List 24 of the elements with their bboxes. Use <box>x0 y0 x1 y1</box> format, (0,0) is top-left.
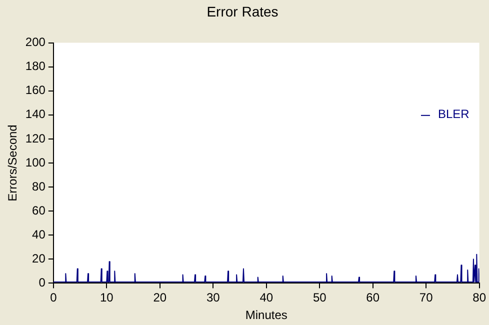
y-tick-label: 80 <box>32 179 46 194</box>
y-tick-label: 120 <box>25 131 46 146</box>
x-tick-label: 30 <box>206 290 220 305</box>
y-tick-label: 160 <box>25 83 46 98</box>
x-axis-title: Minutes <box>245 308 288 322</box>
x-tick-label: 50 <box>312 290 327 305</box>
y-tick-label: 180 <box>25 59 46 74</box>
y-tick-label: 40 <box>32 227 46 242</box>
x-tick-label: 10 <box>100 290 114 305</box>
legend-label: BLER <box>438 107 470 122</box>
y-tick-label: 100 <box>25 155 46 170</box>
y-tick-label: 60 <box>32 203 46 218</box>
x-tick-label: 70 <box>419 290 434 305</box>
x-tick-label: 0 <box>50 290 58 305</box>
x-tick-label: 60 <box>366 290 380 305</box>
y-tick-label: 0 <box>38 276 46 290</box>
y-axis-title: Errors/Second <box>6 124 20 202</box>
x-tick-label: 20 <box>153 290 167 305</box>
x-tick-label: 40 <box>260 290 274 305</box>
y-tick-label: 200 <box>25 35 46 50</box>
y-tick-label: 20 <box>32 251 46 266</box>
y-tick-label: 140 <box>25 107 46 122</box>
x-tick-label: 80 <box>472 290 486 305</box>
chart-title: Error Rates <box>206 3 278 20</box>
